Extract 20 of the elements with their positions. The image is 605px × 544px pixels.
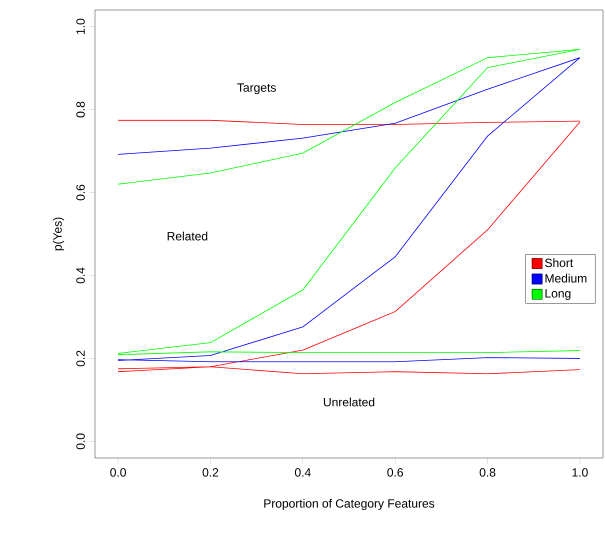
x-tick-label: 1.0 — [572, 468, 588, 477]
annotation: Unrelated — [324, 398, 374, 406]
y-tick-label: 0.2 — [76, 350, 85, 366]
x-axis-title: Proportion of Category Features — [264, 498, 434, 510]
x-tick-label: 0.2 — [202, 468, 218, 477]
x-tick-label: 0.8 — [480, 468, 496, 477]
y-tick-label: 1.0 — [76, 18, 85, 34]
y-axis-title: p(Yes) — [52, 218, 64, 250]
x-tick-label: 0.0 — [110, 468, 126, 477]
legend-label: Medium — [546, 274, 586, 283]
annotation: Targets — [237, 83, 276, 94]
x-tick-label: 0.6 — [387, 468, 403, 477]
legend-label: Long — [546, 289, 570, 300]
x-tick-label: 0.4 — [294, 468, 311, 477]
y-tick-label: 0.0 — [76, 434, 85, 450]
y-tick-label: 0.6 — [76, 184, 85, 200]
y-tick-label: 0.4 — [76, 267, 85, 284]
annotation: Related — [168, 232, 208, 240]
legend-label: Short — [545, 258, 574, 268]
y-tick-label: 0.8 — [76, 102, 85, 118]
